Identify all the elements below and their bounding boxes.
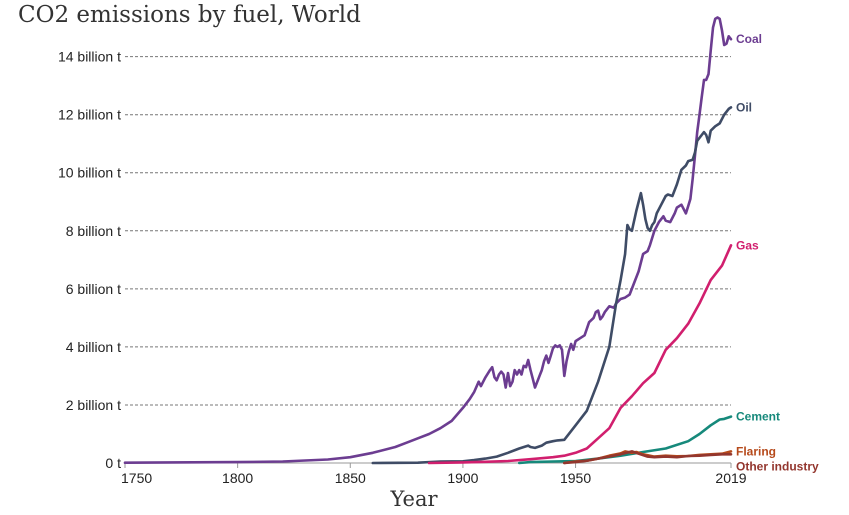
y-tick-label: 14 billion t [58, 49, 121, 65]
y-tick-label: 4 billion t [66, 339, 121, 355]
chart-title: CO2 emissions by fuel, World [18, 2, 361, 28]
series-label-gas: Gas [736, 238, 759, 252]
series-lines [123, 16, 733, 465]
y-tick-label: 6 billion t [66, 281, 121, 297]
x-tick-label: 1900 [447, 470, 478, 486]
x-tick-label: 1800 [222, 470, 253, 486]
series-label-other-industry: Other industry [736, 459, 819, 473]
gridlines [125, 56, 731, 406]
y-tick-label: 10 billion t [58, 165, 121, 181]
series-line-coal [123, 16, 733, 464]
y-tick-label: 0 t [105, 455, 121, 471]
series-label-flaring: Flaring [736, 444, 776, 458]
series-line-other-industry [563, 450, 733, 465]
y-tick-label: 8 billion t [66, 223, 121, 239]
x-tick-label: 1950 [560, 470, 591, 486]
x-axis-title: Year [389, 487, 438, 511]
x-tick-label: 2019 [715, 470, 746, 486]
x-tick-label: 1750 [121, 470, 152, 486]
y-tick-label: 2 billion t [66, 397, 121, 413]
series-label-oil: Oil [736, 100, 752, 114]
y-tick-label: 12 billion t [58, 107, 121, 123]
series-label-coal: Coal [736, 32, 762, 46]
series-line-oil [371, 106, 733, 465]
series-label-cement: Cement [736, 410, 780, 424]
x-tick-label: 1850 [335, 470, 366, 486]
series-line-cement [517, 415, 733, 465]
series-line-gas [427, 244, 733, 465]
